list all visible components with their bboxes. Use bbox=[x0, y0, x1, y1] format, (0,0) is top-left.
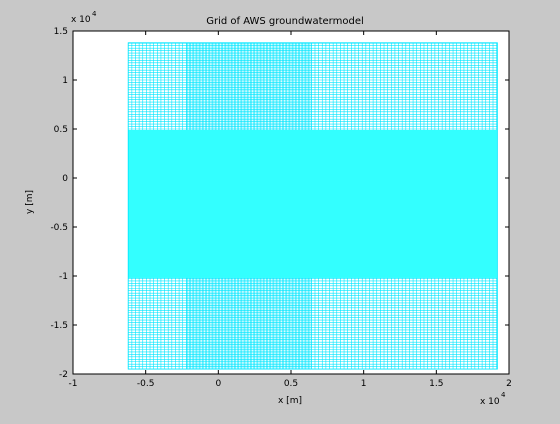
x-tick-label: 1.5 bbox=[429, 379, 443, 389]
y-scale-label: x 10 bbox=[71, 15, 91, 25]
y-scale-exponent: 4 bbox=[92, 10, 97, 18]
y-tick-label: -0.5 bbox=[50, 223, 68, 233]
axis-ticks: -1 -0.5 0 0.5 1 1.5 2 -2 -1.5 -1 -0.5 0 0.5 1 1.5 bbox=[50, 27, 511, 389]
x-tick-label: 0 bbox=[215, 379, 221, 389]
x-tick-label: -0.5 bbox=[137, 379, 155, 389]
y-axis-label: y [m] bbox=[25, 190, 35, 214]
y-tick-label: 0 bbox=[62, 174, 68, 184]
model-grid bbox=[127, 42, 498, 370]
x-axis-label: x [m] bbox=[278, 396, 302, 406]
y-tick-label: 1.5 bbox=[54, 27, 68, 37]
x-tick-label: 0.5 bbox=[284, 379, 298, 389]
x-scale-exponent: 4 bbox=[501, 391, 506, 399]
x-tick-label: 2 bbox=[506, 379, 512, 389]
x-tick-label: 1 bbox=[361, 379, 367, 389]
x-tick-label: -1 bbox=[69, 379, 78, 389]
x-scale-label: x 10 bbox=[480, 397, 500, 407]
y-tick-label: -2 bbox=[59, 370, 68, 380]
y-tick-label: 0.5 bbox=[54, 125, 68, 135]
dense-grid-band bbox=[128, 129, 498, 278]
y-tick-label: -1.5 bbox=[50, 321, 68, 331]
y-tick-label: 1 bbox=[62, 76, 68, 86]
y-tick-label: -1 bbox=[59, 272, 68, 282]
grid-outline bbox=[127, 42, 498, 370]
chart-title: Grid of AWS groundwatermodel bbox=[206, 16, 364, 27]
